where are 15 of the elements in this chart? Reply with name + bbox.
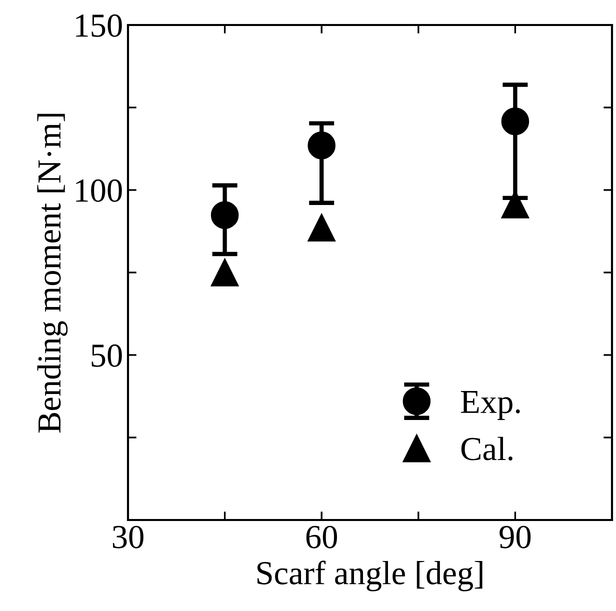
legend-label: Exp. [460,391,520,420]
y-tick-label: 50 [92,344,122,367]
legend-label: Cal. [461,436,512,460]
point [210,258,239,286]
point [501,107,530,136]
point [308,132,336,160]
point [210,201,239,229]
x-tick-label: 30 [112,526,144,548]
y-tick-label: 100 [76,179,122,202]
x-tick-label: 60 [306,526,337,548]
y-tick-label: 150 [76,14,122,37]
y-axis-title: Bending moment [N·m] [37,114,68,433]
x-tick-label: 90 [500,526,531,548]
x-axis-title: Scarf angle [deg] [257,560,482,592]
point [308,214,336,242]
